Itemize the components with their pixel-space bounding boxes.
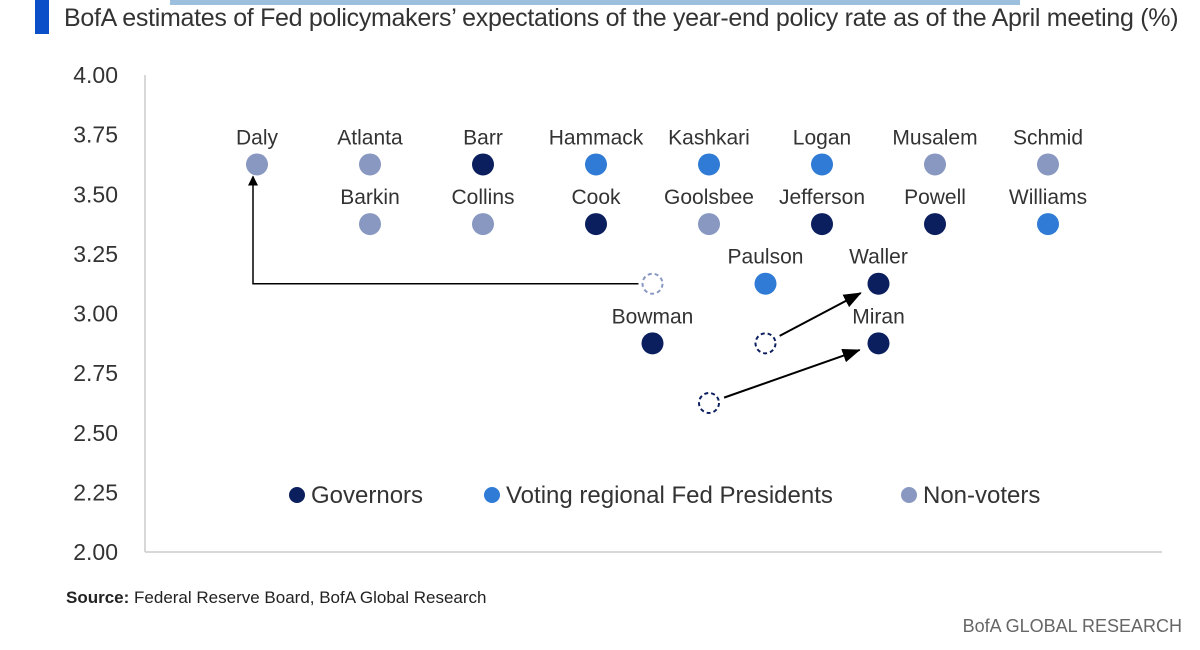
- dot-label: Kashkari: [668, 126, 750, 149]
- dot-label: Miran: [852, 305, 905, 328]
- dot-jefferson: [811, 213, 833, 236]
- movement-arrow: [248, 175, 639, 285]
- dot-label: Cook: [571, 186, 621, 209]
- dot-waller: [867, 272, 890, 295]
- dot-label: Barkin: [340, 186, 400, 209]
- dot-label: Powell: [904, 186, 966, 209]
- dot-schmid: [1037, 153, 1059, 176]
- y-tick-label: 2.25: [73, 479, 118, 505]
- dot-label: Bowman: [612, 305, 694, 328]
- legend-entry: Voting regional Fed Presidents: [506, 482, 833, 509]
- dot-label: Collins: [451, 186, 514, 209]
- dot-label: Hammack: [549, 126, 644, 149]
- top-accent-bar: [170, 0, 1020, 5]
- dot-cook: [585, 213, 607, 236]
- dot-label: Barr: [463, 126, 503, 149]
- y-tick-label: 3.75: [73, 122, 118, 148]
- chart-title: BofA estimates of Fed policymakers’ expe…: [64, 4, 1179, 32]
- dot-label: Waller: [849, 246, 908, 269]
- dot-label: Jefferson: [779, 186, 865, 209]
- dot-label: Paulson: [728, 246, 804, 269]
- dot-collins: [472, 213, 494, 236]
- dot-barkin: [359, 213, 381, 236]
- dot-atlanta: [359, 153, 381, 176]
- y-tick-label: 2.75: [73, 360, 118, 386]
- brand-label: BofA GLOBAL RESEARCH: [962, 616, 1182, 636]
- y-tick-label: 3.50: [73, 181, 118, 207]
- legend-marker: [901, 487, 917, 503]
- y-tick-label: 3.00: [73, 301, 118, 327]
- dot-paulson: [754, 272, 777, 295]
- dot-label: Logan: [793, 126, 851, 149]
- y-tick-label: 3.25: [73, 241, 118, 267]
- dot-barr: [472, 153, 494, 176]
- y-tick-label: 2.50: [73, 420, 118, 446]
- title-accent-bar: [35, 0, 49, 34]
- dot-label: Schmid: [1013, 126, 1083, 149]
- dot-label: Daly: [236, 126, 279, 149]
- dot-williams: [1037, 213, 1059, 236]
- dot-musalem: [924, 153, 946, 176]
- source-text: Federal Reserve Board, BofA Global Resea…: [129, 588, 487, 607]
- movement-arrow: [779, 292, 862, 337]
- legend-entry: Non-voters: [923, 482, 1040, 509]
- y-tick-label: 2.00: [73, 539, 118, 565]
- previous-position-marker: [641, 272, 664, 295]
- dot-hammack: [585, 153, 607, 176]
- dot-label: Musalem: [892, 126, 977, 149]
- dot-powell: [924, 213, 946, 236]
- dot-kashkari: [698, 153, 720, 176]
- dot-goolsbee: [698, 213, 720, 236]
- dot-logan: [811, 153, 833, 176]
- previous-position-marker: [754, 332, 777, 355]
- dot-daly: [246, 153, 268, 176]
- legend-marker: [484, 487, 500, 503]
- dot-label: Goolsbee: [664, 186, 754, 209]
- dot-label: Atlanta: [337, 126, 403, 149]
- legend-entry: Governors: [311, 482, 423, 509]
- dot-label: Williams: [1009, 186, 1087, 209]
- source-note: Source: Federal Reserve Board, BofA Glob…: [66, 588, 486, 608]
- dot-bowman: [641, 332, 664, 355]
- movement-arrow: [723, 348, 861, 399]
- source-label: Source:: [66, 588, 130, 607]
- y-tick-label: 4.00: [73, 62, 118, 88]
- legend-marker: [289, 487, 305, 503]
- dot-miran: [867, 332, 890, 355]
- previous-position-marker: [698, 391, 720, 414]
